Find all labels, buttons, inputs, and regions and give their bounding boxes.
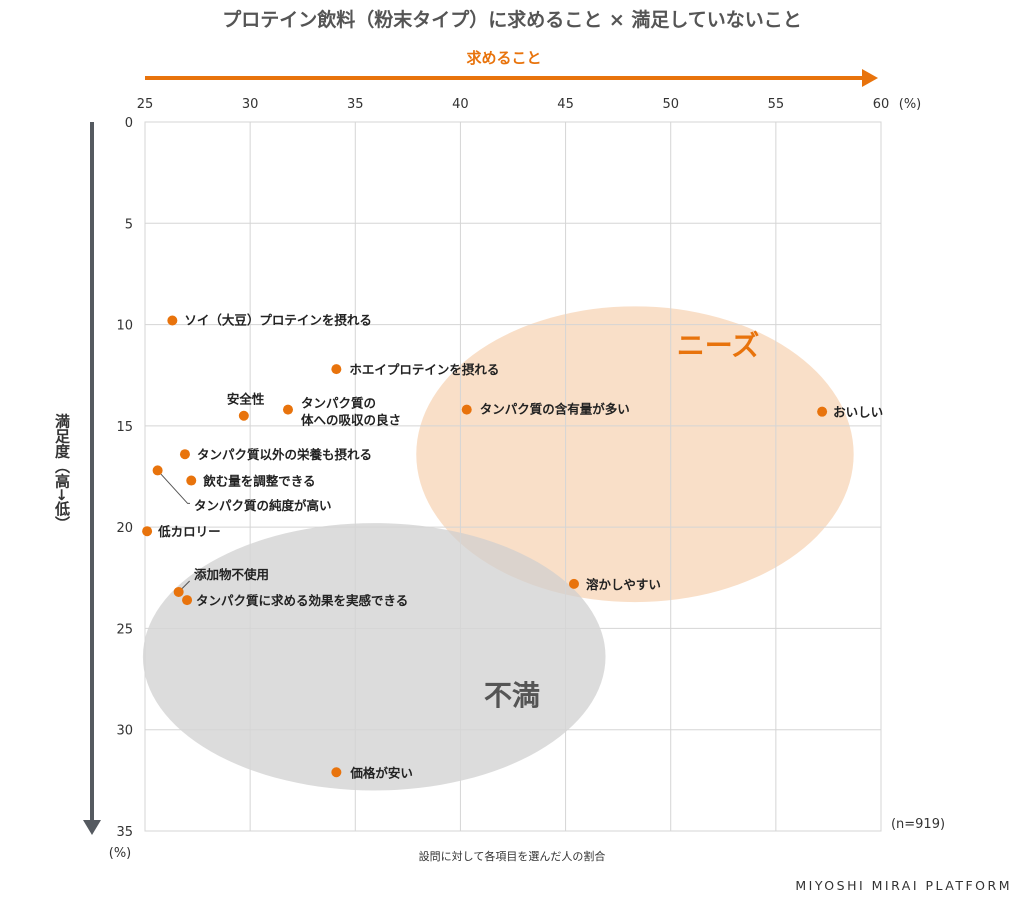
- y-tick-label: 30: [116, 724, 133, 739]
- footnote: 設問に対して各項目を選んだ人の割合: [419, 849, 606, 863]
- region-label-dissatisfied: 不満: [484, 679, 540, 712]
- region-label-needs: ニーズ: [677, 329, 760, 362]
- y-tick-label: 15: [116, 420, 133, 435]
- x-tick-label: 30: [242, 97, 259, 112]
- left-axis-arrow: [83, 122, 101, 835]
- brand-name: MIYOSHI MIRAI PLATFORM: [795, 878, 1012, 893]
- x-ticks: 25 30 35 40 45 50 55 60: [137, 97, 890, 112]
- x-tick-label: 40: [452, 97, 469, 112]
- y-tick-label: 0: [125, 116, 133, 131]
- y-unit-label: (%): [109, 846, 132, 861]
- x-tick-label: 25: [137, 97, 154, 112]
- x-unit-label: (%): [899, 97, 922, 112]
- x-tick-label: 55: [768, 97, 785, 112]
- data-label: タンパク質の体への吸収の良さ: [301, 396, 401, 428]
- x-tick-label: 45: [557, 97, 574, 112]
- x-tick-label: 35: [347, 97, 364, 112]
- x-tick-label: 60: [873, 97, 890, 112]
- data-label: タンパク質に求める効果を実感できる: [196, 593, 408, 608]
- leader-line: [157, 470, 190, 504]
- top-axis-label: 求めること: [466, 49, 541, 67]
- data-point: [173, 586, 184, 597]
- grid-layer: [144, 121, 882, 832]
- region-ellipse-needs: [416, 306, 854, 603]
- top-axis-arrow: [145, 69, 878, 87]
- y-ticks: 0 5 10 15 20 25 30 35: [116, 116, 133, 840]
- data-label: 安全性: [227, 392, 265, 407]
- data-point: [182, 595, 193, 606]
- data-point: [142, 526, 153, 537]
- y-tick-label: 10: [116, 319, 133, 334]
- sample-size: (n=919): [891, 817, 945, 832]
- data-point: [331, 364, 342, 375]
- data-label: タンパク質の純度が高い: [194, 498, 332, 513]
- data-points: [142, 315, 828, 778]
- data-point: [817, 406, 828, 417]
- data-label: ホエイプロテインを摂れる: [349, 362, 499, 377]
- data-label: おいしい: [833, 405, 883, 420]
- data-point: [282, 404, 293, 415]
- data-label: 価格が安い: [349, 765, 413, 780]
- left-axis-label: 満足度（高→低）: [53, 412, 71, 530]
- data-point: [461, 404, 472, 415]
- data-point: [186, 475, 197, 486]
- data-point: [152, 465, 163, 476]
- chart-title: プロテイン飲料（粉末タイプ）に求めること × 満足していないこと: [222, 8, 802, 31]
- y-tick-label: 5: [125, 217, 133, 232]
- data-label: タンパク質以外の栄養も摂れる: [197, 447, 372, 462]
- data-point: [331, 767, 342, 778]
- data-label: 飲む量を調整できる: [202, 474, 315, 489]
- data-point: [238, 410, 249, 421]
- y-tick-label: 35: [116, 825, 133, 840]
- data-label: 溶かしやすい: [586, 577, 661, 592]
- data-label: 添加物不使用: [194, 567, 269, 582]
- data-label: タンパク質の含有量が多い: [480, 402, 630, 417]
- region-ellipse-dissatisfied: [142, 523, 606, 791]
- y-tick-label: 25: [116, 622, 133, 637]
- data-point: [167, 315, 178, 326]
- data-point: [568, 578, 579, 589]
- data-label: ソイ（大豆）プロテインを摂れる: [184, 313, 372, 328]
- data-label: 低カロリー: [157, 524, 221, 539]
- data-point: [179, 449, 190, 460]
- y-tick-label: 20: [116, 521, 133, 536]
- x-tick-label: 50: [662, 97, 679, 112]
